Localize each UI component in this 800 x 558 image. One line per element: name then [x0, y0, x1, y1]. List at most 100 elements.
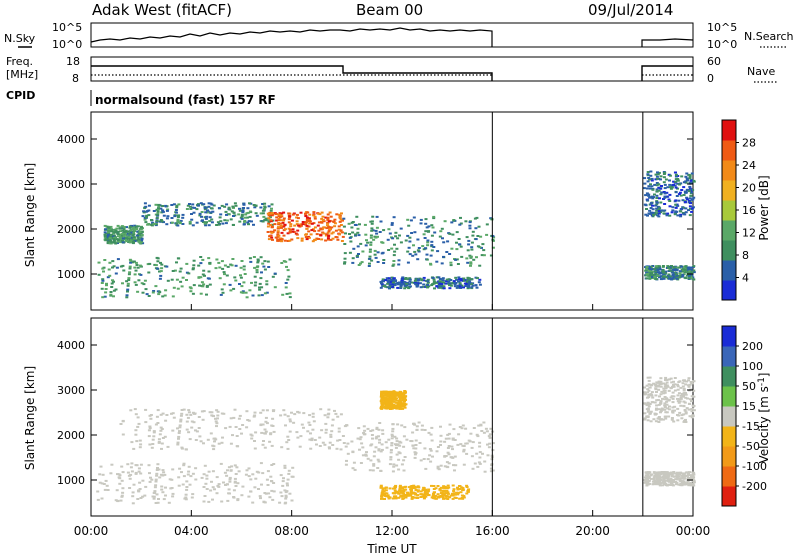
echo-cell	[402, 394, 406, 397]
echo-cell	[386, 238, 390, 241]
echo-cell	[411, 254, 415, 257]
echo-cell	[270, 207, 273, 210]
echo-cell	[347, 222, 351, 225]
echo-cell	[310, 229, 314, 232]
echo-cell	[177, 432, 181, 434]
echo-cell	[684, 412, 688, 415]
echo-cell	[107, 231, 111, 233]
echo-cell	[662, 270, 666, 273]
echo-cell	[386, 282, 390, 285]
echo-cell	[125, 280, 129, 283]
echo-cell	[678, 477, 682, 480]
echo-cell	[681, 393, 684, 395]
echo-cell	[272, 482, 276, 484]
echo-cell	[434, 487, 438, 490]
echo-cell	[656, 482, 660, 485]
echo-cell	[491, 442, 495, 445]
echo-cell	[389, 456, 393, 459]
echo-cell	[130, 441, 134, 444]
echo-cell	[136, 425, 140, 428]
echo-cell	[426, 286, 429, 289]
echo-cell	[241, 209, 245, 212]
echo-cell	[388, 496, 392, 499]
echo-cell	[318, 445, 322, 447]
echo-cell	[143, 202, 147, 205]
echo-cell	[251, 501, 255, 504]
echo-cell	[159, 429, 163, 432]
echo-cell	[455, 258, 459, 261]
echo-cell	[404, 496, 408, 499]
echo-cell	[664, 417, 668, 420]
echo-cell	[282, 217, 286, 220]
echo-cell	[265, 283, 269, 286]
echo-cell	[482, 254, 486, 257]
echo-cell	[656, 268, 660, 271]
echo-cell	[422, 458, 426, 460]
echo-cell	[201, 258, 205, 261]
echo-cell	[145, 214, 149, 217]
echo-cell	[231, 434, 234, 437]
echo-cell	[685, 380, 688, 383]
echo-cell	[288, 292, 292, 295]
echo-cell	[671, 268, 675, 271]
echo-cell	[384, 407, 388, 409]
echo-cell	[317, 229, 321, 232]
echo-cell	[381, 278, 385, 281]
echo-cell	[152, 430, 156, 433]
echo-cell	[672, 266, 676, 269]
echo-cell	[176, 441, 180, 444]
echo-cell	[116, 233, 120, 236]
echo-cell	[414, 447, 418, 450]
echo-cell	[666, 212, 670, 215]
echo-cell	[643, 402, 647, 405]
echo-cell	[337, 427, 341, 430]
echo-cell	[672, 180, 676, 183]
echo-cell	[651, 480, 655, 483]
echo-cell	[286, 269, 290, 272]
echo-cell	[122, 269, 126, 272]
echo-cell	[336, 415, 340, 418]
echo-cell	[439, 230, 443, 233]
echo-cell	[402, 459, 406, 462]
echo-cell	[228, 476, 232, 479]
echo-cell	[334, 412, 338, 415]
echo-cell	[374, 446, 378, 449]
echo-cell	[670, 479, 674, 482]
echo-cell	[447, 453, 451, 456]
echo-cell	[351, 467, 355, 470]
echo-cell	[466, 287, 470, 290]
echo-cell	[213, 440, 216, 443]
echo-cell	[271, 498, 275, 501]
echo-cell	[663, 482, 667, 485]
echo-cell	[266, 225, 270, 228]
echo-cell	[655, 404, 659, 407]
echo-cell	[648, 266, 652, 269]
echo-cell	[360, 442, 364, 445]
echo-cell	[398, 484, 402, 487]
echo-cell	[386, 403, 390, 405]
echo-cell	[291, 230, 295, 233]
echo-cell	[154, 478, 158, 481]
echo-cell	[663, 209, 667, 212]
echo-cell	[654, 387, 658, 390]
echo-cell	[680, 414, 684, 417]
echo-cell	[193, 206, 197, 209]
echo-cell	[441, 495, 445, 498]
echo-cell	[205, 221, 208, 224]
echo-cell	[395, 407, 399, 410]
echo-cell	[204, 217, 208, 220]
echo-cell	[325, 233, 329, 236]
echo-cell	[395, 464, 399, 467]
echo-cell	[160, 267, 164, 270]
echo-cell	[651, 204, 654, 207]
echo-cell	[370, 222, 374, 225]
echo-cell	[132, 228, 136, 231]
echo-cell	[119, 233, 123, 236]
echo-cell	[673, 405, 677, 408]
echo-cell	[446, 492, 450, 495]
echo-cell	[268, 496, 272, 499]
echo-cell	[372, 463, 376, 466]
echo-cell	[324, 431, 328, 434]
echo-cell	[669, 187, 673, 190]
echo-cell	[245, 426, 249, 429]
